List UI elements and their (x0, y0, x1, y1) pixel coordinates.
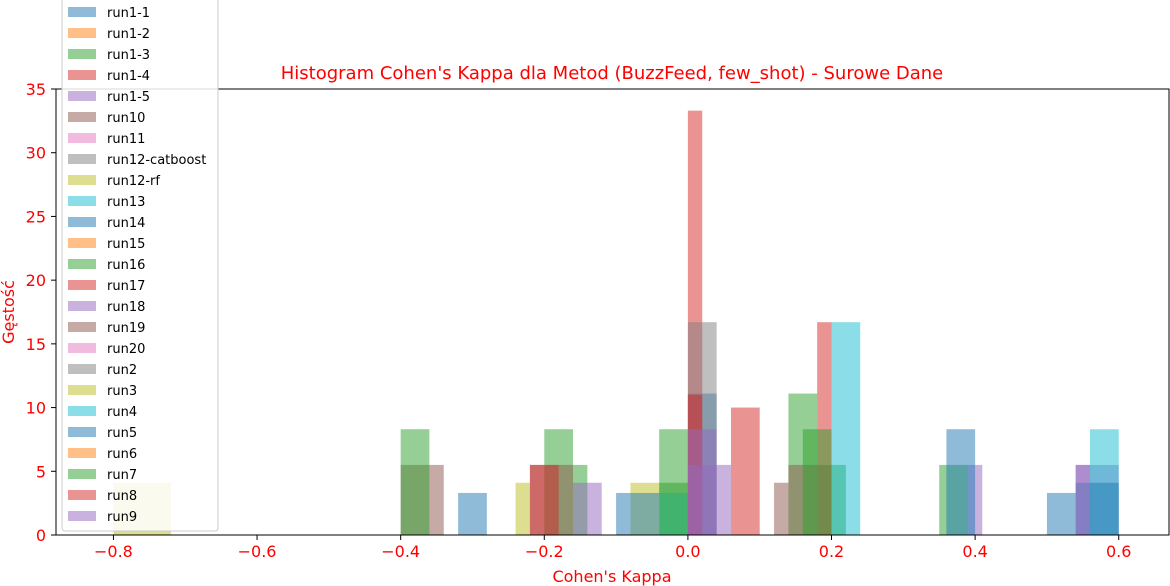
legend-label-run5: run5 (107, 426, 137, 441)
legend-swatch-run18 (68, 301, 96, 311)
axes-layer: −0.8 −0.6 −0.4 −0.2 0.0 0.2 0.4 0.6 0 5 10 15 20 25 30… (26, 80, 1170, 561)
bar-run4-0 (831, 322, 861, 535)
legend-swatch-run1-5 (68, 91, 96, 101)
y-tick-label: 20 (26, 271, 46, 290)
x-tick-label: 0.2 (819, 542, 844, 561)
y-axis-label: Gęstość (0, 280, 18, 344)
legend-label-run6: run6 (107, 447, 137, 462)
legend-swatch-run12-rf (68, 175, 96, 185)
bar-run5-0 (946, 429, 976, 535)
y-tick-label: 5 (36, 462, 46, 481)
y-tick-label: 15 (26, 335, 46, 354)
legend-label-run14: run14 (107, 216, 145, 231)
legend: run1-1 run1-2 run1-3 run1-4 run1-5 run10 run11… (61, 0, 219, 532)
bar-run17-0 (730, 407, 760, 535)
legend-label-run10: run10 (107, 111, 145, 126)
bar-run7-0 (400, 429, 430, 535)
legend-label-run20: run20 (107, 342, 145, 357)
legend-label-run12-rf: run12-rf (107, 174, 160, 189)
legend-swatch-run15 (68, 238, 96, 248)
x-axis-label: Cohen's Kappa (552, 567, 671, 586)
legend-label-run13: run13 (107, 195, 145, 210)
legend-label-run8: run8 (107, 489, 137, 504)
bar-run8-0 (529, 464, 559, 535)
legend-swatch-run14 (68, 217, 96, 227)
legend-label-run1-2: run1-2 (107, 27, 150, 42)
legend-label-run1-1: run1-1 (107, 6, 150, 21)
legend-swatch-run16 (68, 259, 96, 269)
legend-label-run19: run19 (107, 321, 145, 336)
legend-label-run15: run15 (107, 237, 145, 252)
legend-swatch-run9 (68, 511, 96, 521)
chart-title: Histogram Cohen's Kappa dla Metod (BuzzF… (281, 63, 944, 84)
bar-run14-2 (1046, 492, 1076, 535)
legend-label-run16: run16 (107, 258, 145, 273)
legend-swatch-run13 (68, 196, 96, 206)
legend-swatch-run1-3 (68, 49, 96, 59)
plot-frame (55, 88, 1170, 536)
bar-run14-1 (458, 492, 487, 535)
legend-label-run1-3: run1-3 (107, 48, 150, 63)
bar-run12-rf-1 (515, 482, 530, 535)
legend-swatch-run2 (68, 364, 96, 374)
legend-box (61, 0, 219, 532)
legend-swatch-run5 (68, 427, 96, 437)
legend-swatch-run10 (68, 112, 96, 122)
legend-swatch-run3 (68, 385, 96, 395)
bar-run9-2 (573, 482, 602, 535)
legend-label-run17: run17 (107, 279, 145, 294)
x-tick-label: −0.2 (525, 542, 564, 561)
legend-label-run1-5: run1-5 (107, 90, 150, 105)
bar-run9-0 (687, 429, 717, 535)
legend-swatch-run20 (68, 343, 96, 353)
y-tick-label: 30 (26, 144, 46, 163)
legend-label-run1-4: run1-4 (107, 69, 150, 84)
y-tick-label: 10 (26, 399, 46, 418)
legend-swatch-run1-4 (68, 70, 96, 80)
legend-label-run2: run2 (107, 363, 137, 378)
legend-label-run7: run7 (107, 468, 137, 483)
legend-swatch-run8 (68, 490, 96, 500)
y-tick-label: 35 (26, 80, 46, 99)
legend-swatch-run17 (68, 280, 96, 290)
legend-swatch-run7 (68, 469, 96, 479)
x-tick-label: −0.8 (94, 542, 133, 561)
x-tick-label: −0.4 (381, 542, 420, 561)
legend-label-run18: run18 (107, 300, 145, 315)
legend-swatch-run6 (68, 448, 96, 458)
legend-label-run9: run9 (107, 510, 137, 525)
bars-layer (113, 110, 1119, 536)
y-tick-label: 25 (26, 207, 46, 226)
x-tick-label: 0.0 (675, 542, 700, 561)
bar-run10-0 (774, 482, 789, 535)
y-tick-label: 0 (36, 526, 46, 545)
x-tick-label: 0.4 (962, 542, 987, 561)
legend-label-run4: run4 (107, 405, 137, 420)
legend-swatch-run1-1 (68, 7, 96, 17)
legend-label-run12-catboost: run12-catboost (107, 153, 206, 168)
bar-run9-1 (1075, 464, 1091, 535)
bar-run14-0 (616, 492, 660, 535)
legend-swatch-run4 (68, 406, 96, 416)
bar-run7-2 (802, 429, 832, 535)
x-tick-label: 0.6 (1106, 542, 1131, 561)
legend-swatch-run19 (68, 322, 96, 332)
x-tick-label: −0.6 (238, 542, 277, 561)
legend-label-run3: run3 (107, 384, 137, 399)
legend-swatch-run12-catboost (68, 154, 96, 164)
legend-label-run11: run11 (107, 132, 145, 147)
legend-swatch-run11 (68, 133, 96, 143)
bar-run7-1 (659, 482, 688, 535)
legend-swatch-run1-2 (68, 28, 96, 38)
